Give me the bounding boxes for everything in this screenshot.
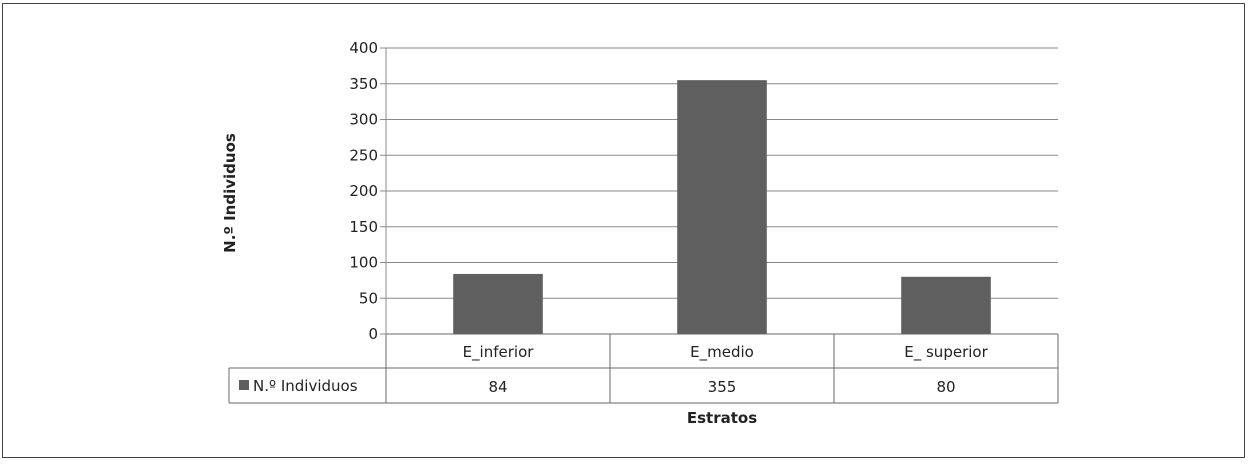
legend-swatch — [239, 380, 249, 390]
table-value: 80 — [936, 378, 955, 396]
y-tick-label: 100 — [349, 254, 378, 272]
y-tick-label: 300 — [349, 111, 378, 129]
bar — [677, 80, 767, 334]
y-tick-labels: 0 50 100 150 200 250 300 350 400 — [349, 39, 378, 343]
category-label: E_ superior — [904, 343, 988, 362]
bar — [453, 273, 543, 334]
bar — [901, 276, 991, 334]
legend-series-name: N.º Individuos — [253, 377, 358, 395]
y-tick-label: 400 — [349, 39, 378, 57]
data-table: E_inferior E_medio E_ superior N.º Individu… — [228, 333, 1059, 404]
x-axis-label: Estratos — [687, 409, 757, 427]
y-tick-label: 150 — [349, 218, 378, 236]
y-tick-label: 350 — [349, 75, 378, 93]
y-tick-label: 200 — [349, 182, 378, 200]
category-label: E_medio — [690, 343, 754, 362]
bar-chart: 0 50 100 150 200 250 300 350 400 E_inferior E_med… — [221, 39, 1059, 427]
chart-frame: 0 50 100 150 200 250 300 350 400 E_inferior E_med… — [2, 3, 1245, 458]
bars — [453, 80, 991, 334]
category-label: E_inferior — [463, 343, 535, 362]
y-axis-label: N.º Individuos — [221, 133, 239, 253]
y-tick-label: 50 — [359, 289, 378, 307]
y-tick-label: 0 — [368, 325, 378, 343]
table-value: 84 — [488, 378, 507, 396]
y-tick-label: 250 — [349, 146, 378, 164]
table-value: 355 — [708, 378, 737, 396]
